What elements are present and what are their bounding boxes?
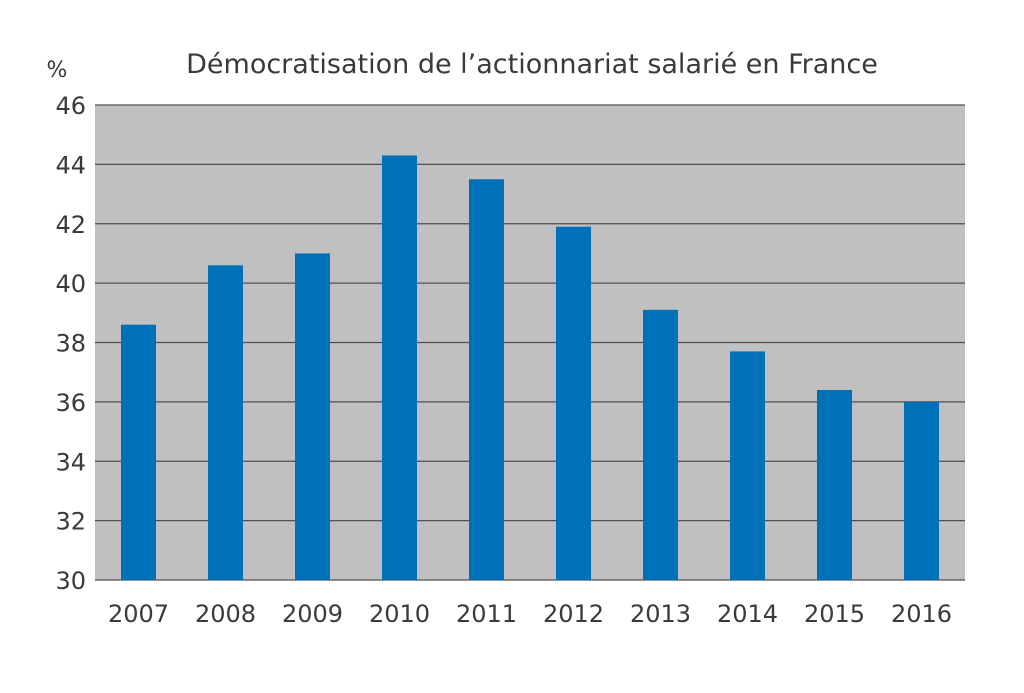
x-tick-label: 2015 — [804, 600, 865, 628]
bars — [121, 155, 939, 580]
bar-2012 — [556, 226, 591, 580]
x-tick-label: 2016 — [891, 600, 952, 628]
x-tick-label: 2007 — [108, 600, 169, 628]
bar-2010 — [382, 155, 417, 580]
x-tick-label: 2009 — [282, 600, 343, 628]
x-tick-label: 2008 — [195, 600, 256, 628]
y-tick-label: 34 — [55, 448, 86, 476]
bar-2014 — [730, 351, 765, 580]
y-tick-label: 44 — [55, 151, 86, 179]
x-tick-label: 2010 — [369, 600, 430, 628]
y-tick-label: 40 — [55, 270, 86, 298]
x-tick-label: 2011 — [456, 600, 517, 628]
y-axis-ticks: 30 32 34 36 38 40 42 44 46 — [55, 92, 86, 595]
bar-2007 — [121, 324, 156, 580]
y-tick-label: 46 — [55, 92, 86, 120]
y-tick-label: 36 — [55, 389, 86, 417]
y-tick-label: 30 — [55, 567, 86, 595]
bar-2016 — [904, 401, 939, 580]
x-tick-label: 2014 — [717, 600, 778, 628]
bar-2011 — [469, 179, 504, 580]
y-tick-label: 32 — [55, 508, 86, 536]
chart-title: Démocratisation de l’actionnariat salari… — [186, 49, 878, 80]
x-axis-ticks: 2007 2008 2009 2010 2011 2012 2013 2014 2015 2016 — [108, 600, 952, 628]
bar-2008 — [208, 265, 243, 580]
y-tick-label: 38 — [55, 330, 86, 358]
x-tick-label: 2013 — [630, 600, 691, 628]
bar-2015 — [817, 390, 852, 580]
bar-2013 — [643, 309, 678, 580]
bar-2009 — [295, 253, 330, 580]
y-tick-label: 42 — [55, 211, 86, 239]
y-axis-unit-label: % — [47, 58, 68, 83]
x-tick-label: 2012 — [543, 600, 604, 628]
